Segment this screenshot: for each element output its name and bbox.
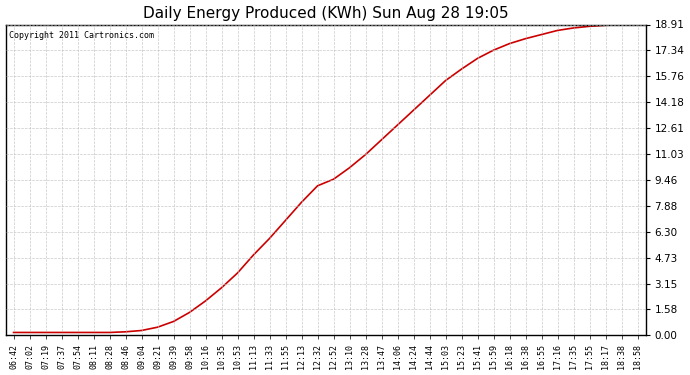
Title: Daily Energy Produced (KWh) Sun Aug 28 19:05: Daily Energy Produced (KWh) Sun Aug 28 1…	[143, 6, 509, 21]
Text: Copyright 2011 Cartronics.com: Copyright 2011 Cartronics.com	[9, 31, 154, 40]
